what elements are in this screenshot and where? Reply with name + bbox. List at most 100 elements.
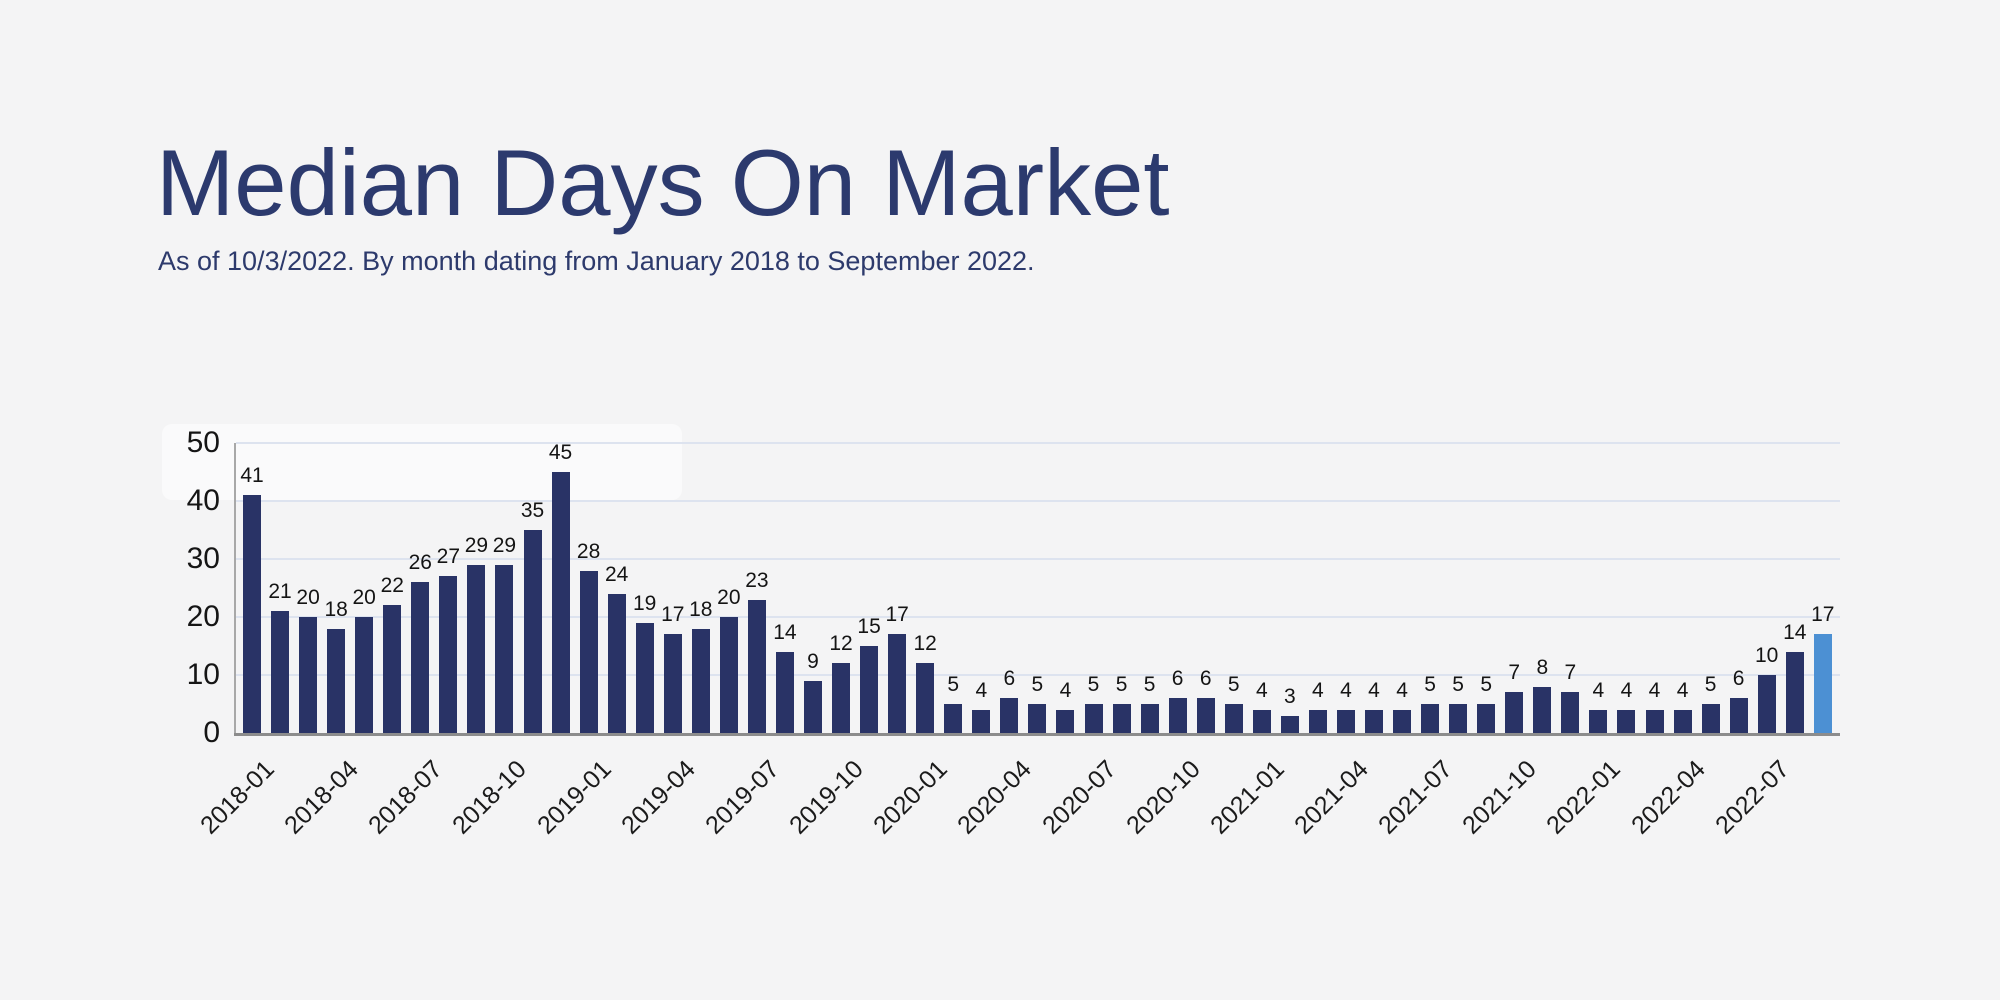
- bar: [467, 564, 486, 733]
- bar-value-label: 21: [268, 580, 292, 604]
- bar: [1561, 692, 1580, 733]
- bar-value-label: 5: [1087, 673, 1100, 696]
- x-tick-label: 2020-04: [952, 755, 1038, 840]
- gridline: [236, 674, 1840, 676]
- bar: [299, 617, 318, 733]
- bar-value-label: 5: [1424, 673, 1436, 696]
- bar-value-label: 6: [1171, 667, 1184, 691]
- bar: [1673, 709, 1692, 733]
- bar: [1701, 704, 1720, 733]
- bar-value-label: 12: [913, 632, 937, 656]
- x-tick-label: 2018-10: [447, 755, 533, 840]
- bar-value-label: 4: [1340, 678, 1352, 702]
- bar-value-label: 23: [745, 568, 769, 592]
- bar-value-label: 9: [807, 649, 819, 673]
- x-axis-baseline: [234, 733, 1840, 736]
- bar-value-label: 35: [520, 499, 545, 522]
- y-tick-label: 50: [186, 426, 220, 459]
- bar: [663, 634, 682, 733]
- x-tick-label: 2018-04: [279, 755, 364, 840]
- x-tick-label: 2021-04: [1289, 755, 1374, 840]
- bar: [1056, 709, 1075, 733]
- bar: [832, 663, 851, 733]
- bar-value-label: 6: [1732, 667, 1745, 691]
- bar: [1393, 709, 1412, 733]
- bar-value-label: 3: [1284, 684, 1296, 708]
- chart-background-card: [162, 424, 682, 500]
- bar-value-label: 19: [633, 591, 657, 615]
- bar: [551, 472, 570, 733]
- bar: [271, 611, 290, 733]
- bar: [243, 495, 261, 733]
- bar: [607, 593, 626, 733]
- bar-value-label: 6: [1199, 667, 1212, 691]
- bar-value-label: 5: [1452, 673, 1464, 696]
- bar-value-label: 15: [857, 615, 881, 638]
- bar: [383, 605, 402, 733]
- bar: [1365, 709, 1383, 733]
- bar: [1168, 698, 1187, 733]
- bar-value-label: 7: [1564, 661, 1577, 685]
- bar: [719, 617, 738, 733]
- chart-title: Median Days On Market: [156, 130, 1170, 235]
- bar-value-label: 41: [240, 464, 264, 488]
- bar-value-label: 4: [1620, 678, 1633, 702]
- bar: [411, 582, 430, 733]
- x-tick-label: 2022-01: [1541, 755, 1627, 840]
- x-tick-label: 2020-07: [1036, 755, 1122, 840]
- bar: [635, 622, 654, 733]
- bar-value-label: 4: [1592, 678, 1605, 702]
- bar: [747, 599, 766, 733]
- bar-value-label: 4: [1255, 678, 1268, 702]
- bar-value-label: 20: [717, 586, 741, 609]
- bar-value-label: 5: [1143, 673, 1156, 696]
- bar: [495, 564, 514, 733]
- bar: [1785, 651, 1804, 733]
- y-tick-label: 10: [186, 658, 220, 691]
- x-tick-label: 2022-07: [1709, 755, 1795, 840]
- bar: [579, 570, 598, 733]
- bar: [860, 646, 879, 733]
- bar: [1252, 709, 1271, 733]
- y-tick-label: 30: [186, 542, 220, 575]
- bar: [944, 704, 963, 733]
- x-tick-label: 2019-10: [784, 755, 869, 840]
- bar-value-label: 18: [689, 597, 713, 621]
- x-tick-label: 2020-10: [1120, 755, 1206, 840]
- bar-value-label: 22: [380, 574, 404, 598]
- bar: [888, 634, 907, 733]
- bar: [1084, 704, 1103, 733]
- x-tick-label: 2019-04: [615, 755, 701, 840]
- bar: [1140, 704, 1159, 733]
- bar-value-label: 29: [464, 533, 489, 557]
- y-tick-label: 40: [186, 484, 220, 517]
- bar: [1617, 709, 1636, 733]
- bar-value-label: 5: [947, 673, 960, 696]
- gridline: [236, 442, 1840, 444]
- bar: [1757, 675, 1776, 733]
- bar: [1477, 704, 1496, 733]
- bar: [355, 617, 374, 733]
- bar-value-label: 4: [1648, 678, 1661, 702]
- bar: [1505, 692, 1524, 733]
- bar: [1112, 704, 1131, 733]
- bar: [1449, 704, 1468, 733]
- bar-value-label: 20: [296, 586, 320, 609]
- y-tick-label: 0: [203, 716, 220, 749]
- x-tick-label: 2018-01: [195, 755, 280, 840]
- y-tick-label: 20: [186, 600, 220, 633]
- bar: [1028, 704, 1047, 733]
- bar: [804, 680, 822, 733]
- gridline: [236, 500, 1840, 502]
- bar-value-label: 4: [1396, 678, 1408, 702]
- bar-value-label: 5: [1031, 673, 1044, 696]
- x-tick-label: 2019-07: [700, 755, 785, 840]
- bar: [439, 576, 458, 733]
- bar-value-label: 7: [1508, 661, 1521, 685]
- bar-value-label: 8: [1536, 655, 1549, 679]
- bar: [1645, 709, 1664, 733]
- bar: [1224, 704, 1243, 733]
- bar: [327, 628, 346, 733]
- chart-subtitle: As of 10/3/2022. By month dating from Ja…: [158, 246, 1035, 276]
- x-tick-label: 2019-01: [531, 755, 617, 840]
